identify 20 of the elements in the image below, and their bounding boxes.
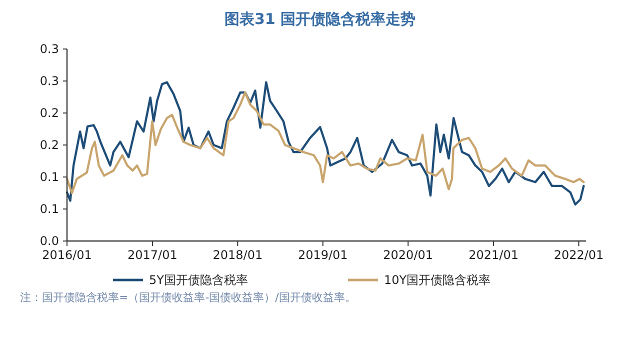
y-tick-label: 0.0 [40,234,59,248]
y-tick-label: 0.3 [40,74,59,88]
x-tick-label: 2022/01 [554,248,604,262]
line-series [66,81,585,206]
y-tick-label: 0.2 [40,138,59,152]
y-tick-label: 0.1 [40,202,59,216]
x-tick-label: 2016/01 [42,248,92,262]
y-tick-label: 0.1 [40,170,59,184]
chart-title: 图表31 国开债隐含税率走势 [224,10,416,28]
x-tick-label: 2018/01 [212,248,263,262]
legend-label: 5Y国开债隐含税率 [149,273,248,288]
legend-label: 10Y国开债隐含税率 [384,273,491,288]
text: 注：国开债隐含税率=（国开债收益率-国债收益率）/国开债收益率。 [20,291,356,304]
y-tick-label: 0.2 [40,106,59,120]
x-tick-label: 2020/01 [383,248,434,262]
x-tick-label: 2019/01 [298,248,348,262]
line-series [66,91,585,194]
x-tick-label: 2017/01 [128,248,178,262]
y-tick-label: 0.3 [40,42,59,56]
x-tick-label: 2021/01 [468,248,518,262]
